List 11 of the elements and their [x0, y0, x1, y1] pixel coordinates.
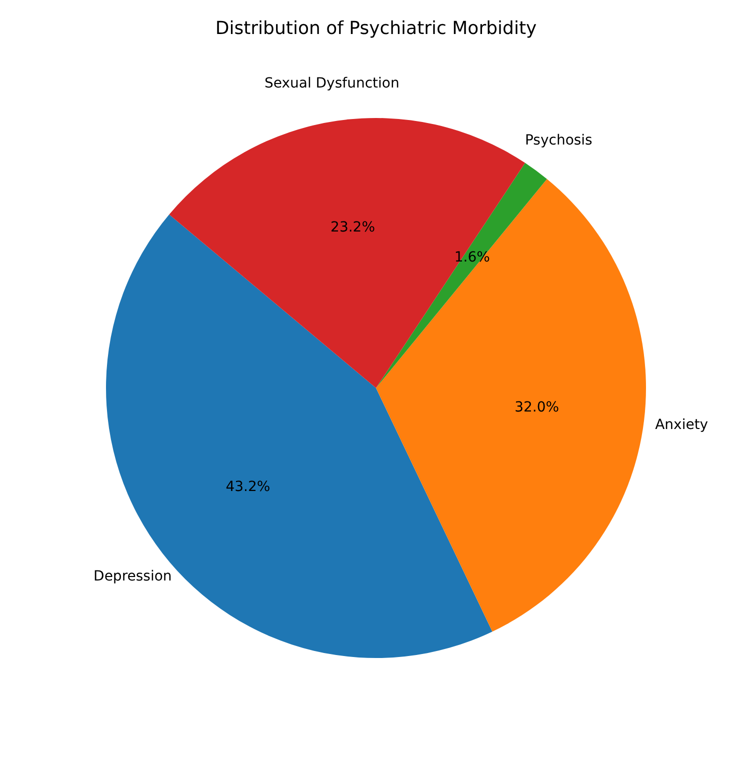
pie-slice: [376, 162, 547, 388]
slice-label: Psychosis: [524, 132, 592, 148]
pie-slice: [169, 118, 526, 388]
slice-label: Sexual Dysfunction: [264, 75, 400, 92]
data-label: 43.2%: [226, 479, 270, 496]
pie-slice: [376, 179, 646, 632]
chart-title: Distribution of Psychiatric Morbidity: [215, 18, 537, 39]
slice-label: Depression: [94, 568, 172, 584]
data-label: 23.2%: [330, 220, 376, 236]
data-label: 32.0%: [514, 399, 560, 416]
slice-label: Anxiety: [655, 416, 708, 433]
